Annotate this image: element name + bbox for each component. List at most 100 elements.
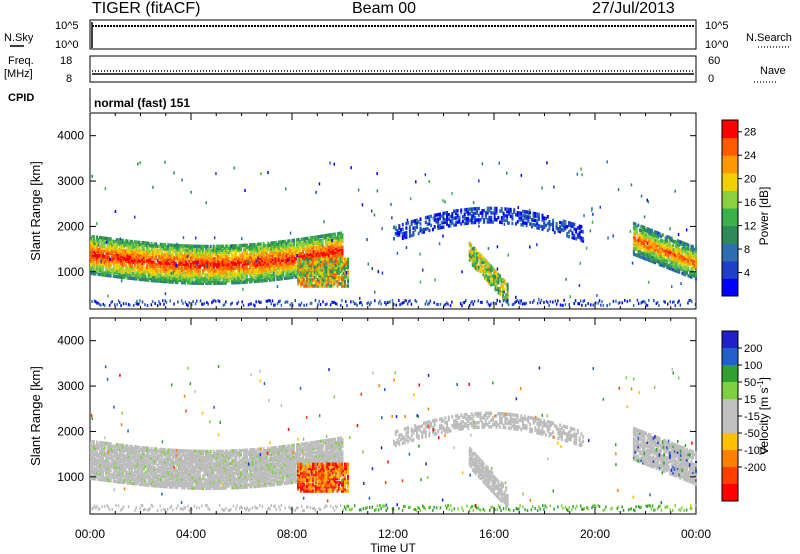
heatmap-cell [190,262,192,267]
heatmap-cell [638,252,641,257]
heatmap-cell [126,472,129,477]
heatmap-cell [185,256,188,260]
heatmap-cell [684,256,687,260]
heatmap-cell [321,240,324,244]
heatmap-cell [336,248,339,252]
heatmap-cell [324,265,327,270]
heatmap-cell [126,259,129,264]
heatmap-cell [688,252,691,256]
heatmap-cell [120,273,123,277]
heatmap-cell [109,462,112,467]
heatmap-cell [129,274,132,278]
heatmap-cell [692,265,694,270]
heatmap-cell [182,248,185,252]
heatmap-cell [338,242,341,246]
heatmap-cell [227,252,230,257]
heatmap-cell [182,274,185,279]
heatmap-cell [672,253,675,258]
heatmap-cell [332,251,335,255]
heatmap-cell [651,229,654,233]
heatmap-cell [152,266,155,271]
heatmap-cell [96,239,99,244]
heatmap-cell [280,268,283,273]
heatmap-cell [564,220,567,224]
heatmap-cell [312,246,315,250]
heatmap-cell [494,285,497,290]
heatmap-cell [151,300,154,304]
heatmap-cell [112,479,115,483]
heatmap-cell [118,455,121,460]
heatmap-cell [124,253,127,257]
heatmap-cell [637,235,640,240]
heatmap-cell [179,256,182,260]
heatmap-cell [315,237,318,241]
heatmap-cell [170,268,173,272]
heatmap-cell [203,257,206,261]
heatmap-cell [405,233,408,237]
heatmap-cell [330,271,333,276]
heatmap-cell [90,443,92,448]
heatmap-cell [468,249,471,254]
heatmap-cell [94,473,97,477]
heatmap-cell [141,261,144,265]
heatmap-cell [111,260,114,264]
heatmap-cell [546,215,549,219]
heatmap-cell [305,255,308,259]
heatmap-cell [334,265,337,270]
heatmap-cell [328,269,331,274]
heatmap-cell [124,446,127,450]
heatmap-cell [200,244,203,249]
heatmap-cell [255,263,258,267]
heatmap-cell [336,232,339,236]
heatmap-cell [309,252,312,257]
heatmap-cell [286,241,289,245]
heatmap-cell [185,268,188,273]
heatmap-cell [506,284,509,289]
heatmap-cell [252,247,255,251]
heatmap-cell [300,269,303,274]
heatmap-cell [648,238,650,242]
heatmap-cell [90,240,92,245]
heatmap-cell [150,266,153,270]
heatmap-cell [249,269,252,274]
heatmap-cell [222,303,225,307]
heatmap-cell [301,280,304,284]
heatmap-cell [102,244,105,248]
cpid-label: CPID [8,92,34,104]
heatmap-cell [294,269,297,273]
heatmap-cell [670,251,673,255]
heatmap-cell [264,258,267,262]
heatmap-cell [174,270,177,274]
heatmap-cell [217,271,220,275]
heatmap-cell [106,456,109,460]
heatmap-cell [211,261,214,265]
heatmap-cell [126,456,129,461]
heatmap-cell [194,271,197,275]
heatmap-cell [121,458,124,462]
heatmap-cell [106,448,109,452]
heatmap-cell [523,216,526,221]
heatmap-cell [268,257,271,262]
heatmap-cell [301,265,304,270]
heatmap-cell [143,253,145,257]
heatmap-cell [221,277,224,281]
heatmap-cell [158,261,161,265]
heatmap-cell [522,218,524,223]
heatmap-cell [171,243,174,248]
heatmap-cell [632,244,635,248]
heatmap-cell [270,243,273,247]
heatmap-cell [106,251,109,255]
heatmap-cell [344,282,346,286]
heatmap-cell [317,253,320,257]
heatmap-cell [412,226,415,230]
heatmap-cell [112,249,115,254]
heatmap-cell [678,256,681,260]
heatmap-cell [232,276,235,281]
heatmap-cell [483,208,486,213]
heatmap-cell [693,251,696,256]
heatmap-cell [293,273,295,277]
heatmap-cell [338,276,340,280]
heatmap-cell [100,246,103,250]
heatmap-cell [235,280,238,285]
heatmap-cell [226,248,229,252]
